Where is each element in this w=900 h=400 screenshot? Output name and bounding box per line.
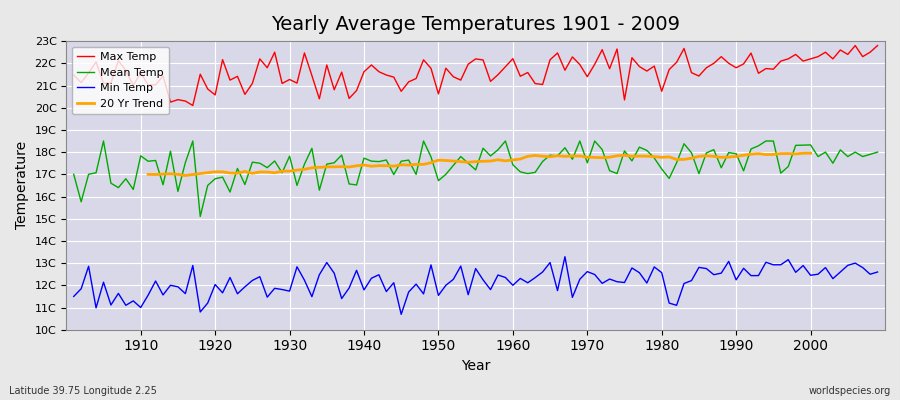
20 Yr Trend xyxy=(239,169,250,174)
Line: Min Temp: Min Temp xyxy=(74,257,878,314)
Line: Mean Temp: Mean Temp xyxy=(74,141,878,216)
Min Temp xyxy=(396,312,407,317)
X-axis label: Year: Year xyxy=(461,359,491,373)
Max Temp xyxy=(850,43,860,48)
Min Temp xyxy=(292,264,302,269)
Mean Temp xyxy=(195,214,206,219)
20 Yr Trend xyxy=(612,153,623,158)
Mean Temp xyxy=(612,171,623,176)
Mean Temp xyxy=(68,172,79,177)
Mean Temp xyxy=(98,139,109,144)
Text: Latitude 39.75 Longitude 2.25: Latitude 39.75 Longitude 2.25 xyxy=(9,386,157,396)
Min Temp xyxy=(128,298,139,303)
Max Temp xyxy=(872,43,883,48)
Line: 20 Yr Trend: 20 Yr Trend xyxy=(148,153,811,176)
Mean Temp xyxy=(872,150,883,154)
Mean Temp xyxy=(307,146,318,151)
Max Temp xyxy=(299,50,310,55)
Max Temp xyxy=(515,74,526,79)
20 Yr Trend xyxy=(180,173,191,178)
Min Temp xyxy=(612,279,623,284)
Mean Temp xyxy=(351,182,362,187)
20 Yr Trend xyxy=(806,151,816,156)
Line: Max Temp: Max Temp xyxy=(74,46,878,106)
Min Temp xyxy=(508,283,518,288)
Title: Yearly Average Temperatures 1901 - 2009: Yearly Average Temperatures 1901 - 2009 xyxy=(271,15,680,34)
Max Temp xyxy=(187,103,198,108)
20 Yr Trend xyxy=(351,163,362,168)
Min Temp xyxy=(560,254,571,259)
Text: worldspecies.org: worldspecies.org xyxy=(809,386,891,396)
Mean Temp xyxy=(522,171,533,176)
20 Yr Trend xyxy=(783,151,794,156)
Max Temp xyxy=(344,96,355,101)
Y-axis label: Temperature: Temperature xyxy=(15,141,29,230)
Min Temp xyxy=(337,296,347,301)
Max Temp xyxy=(68,73,79,78)
20 Yr Trend xyxy=(701,153,712,158)
Mean Temp xyxy=(515,170,526,174)
Max Temp xyxy=(128,83,139,88)
Legend: Max Temp, Mean Temp, Min Temp, 20 Yr Trend: Max Temp, Mean Temp, Min Temp, 20 Yr Tre… xyxy=(72,47,169,114)
Min Temp xyxy=(515,276,526,281)
Min Temp xyxy=(872,270,883,274)
20 Yr Trend xyxy=(716,155,726,160)
20 Yr Trend xyxy=(143,172,154,177)
Max Temp xyxy=(508,56,518,61)
Min Temp xyxy=(68,294,79,299)
Mean Temp xyxy=(135,154,146,158)
Max Temp xyxy=(604,66,615,71)
